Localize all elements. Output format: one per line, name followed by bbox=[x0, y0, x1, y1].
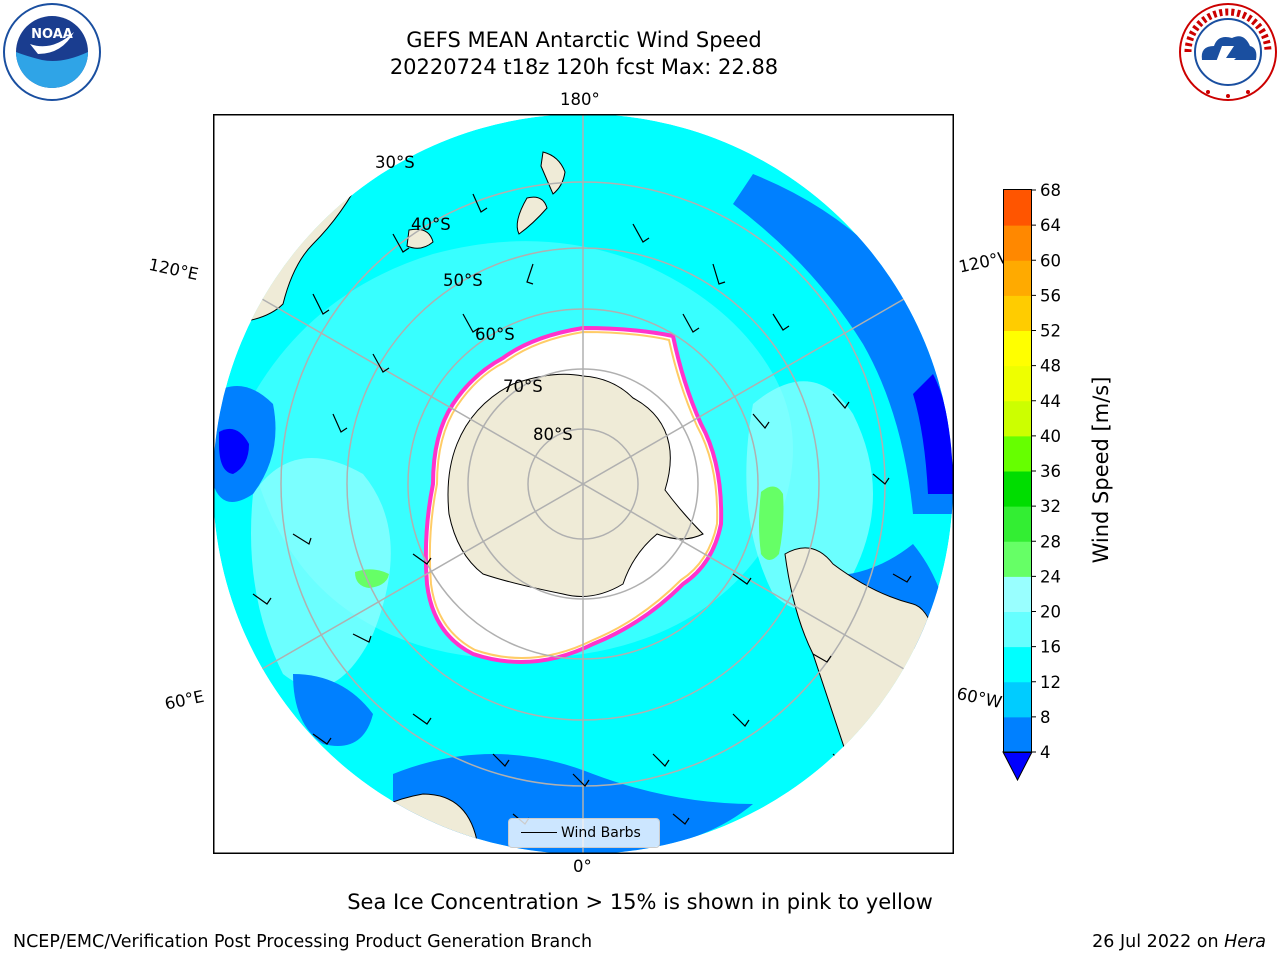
lon-label-top: 180° bbox=[560, 90, 600, 109]
wind-low-patch-ne bbox=[733, 174, 953, 514]
wind-verylow-patch-w bbox=[219, 428, 249, 474]
colorbar-block bbox=[1004, 681, 1031, 718]
colorbar-tick-label: 56 bbox=[1040, 286, 1061, 305]
svg-text:NOAA: NOAA bbox=[31, 27, 73, 42]
colorbar-label: Wind Speed [m/s] bbox=[1089, 377, 1113, 564]
colorbar-block bbox=[1004, 471, 1031, 507]
wind-barbs-legend: Wind Barbs bbox=[508, 818, 660, 848]
colorbar-block bbox=[1004, 330, 1031, 367]
colorbar-tick-label: 24 bbox=[1040, 567, 1061, 586]
longitude-lines bbox=[261, 114, 905, 854]
lat-label-80s: 80°S bbox=[533, 425, 573, 444]
colorbar-tick-label: 52 bbox=[1040, 322, 1061, 341]
lon-label-120e: 120°E bbox=[147, 255, 201, 285]
wind-barbs bbox=[252, 193, 912, 825]
map-title: GEFS MEAN Antarctic Wind Speed bbox=[406, 28, 762, 52]
colorbar-block bbox=[1004, 260, 1031, 296]
producer-credit: NCEP/EMC/Verification Post Processing Pr… bbox=[13, 932, 593, 952]
colorbar-block bbox=[1004, 400, 1031, 437]
colorbar-tick-label: 20 bbox=[1040, 603, 1061, 622]
colorbar-tick-label: 48 bbox=[1040, 357, 1061, 376]
lon-label-bottom: 0° bbox=[573, 857, 592, 876]
colorbar-block bbox=[1004, 190, 1031, 226]
colorbar-tick-label: 4 bbox=[1040, 743, 1051, 762]
colorbar-underflow-triangle bbox=[1002, 751, 1033, 782]
map-panel: 30°S 40°S 50°S 60°S 70°S 80°S bbox=[213, 114, 954, 854]
noaa-logo: NOAA bbox=[3, 3, 101, 101]
colorbar-tick-label: 28 bbox=[1040, 532, 1061, 551]
lat-label-30s: 30°S bbox=[375, 153, 415, 172]
generation-date: 26 Jul 2022 on Hera bbox=[1092, 932, 1266, 952]
colorbar-block bbox=[1004, 506, 1031, 542]
colorbar-tick-label: 8 bbox=[1040, 708, 1051, 727]
sea-ice-caption: Sea Ice Concentration > 15% is shown in … bbox=[347, 890, 933, 914]
colorbar-tick-label: 16 bbox=[1040, 638, 1061, 657]
colorbar-block bbox=[1004, 225, 1031, 261]
colorbar-block bbox=[1004, 611, 1031, 648]
colorbar-block bbox=[1004, 576, 1031, 612]
colorbar-block bbox=[1004, 365, 1031, 402]
legend-label: Wind Barbs bbox=[561, 825, 641, 841]
colorbar-block bbox=[1004, 541, 1031, 577]
sea-ice-margin bbox=[428, 330, 719, 659]
wind-green-patch bbox=[759, 486, 784, 560]
land-new-zealand-south bbox=[516, 196, 548, 235]
lat-label-70s: 70°S bbox=[503, 377, 543, 396]
colorbar-block bbox=[1004, 646, 1031, 683]
lat-label-60s: 60°S bbox=[475, 325, 515, 344]
map-subtitle: 20220724 t18z 120h fcst Max: 22.88 bbox=[389, 55, 779, 79]
colorbar-tick-label: 32 bbox=[1040, 497, 1061, 516]
wind-low-patch-sw bbox=[293, 674, 373, 746]
colorbar-blocks bbox=[1004, 190, 1031, 753]
machine-name: Hera bbox=[1224, 932, 1266, 952]
colorbar-tick-label: 60 bbox=[1040, 251, 1061, 270]
colorbar-tick-label: 44 bbox=[1040, 392, 1061, 411]
colorbar-block bbox=[1004, 435, 1031, 472]
colorbar-tick-label: 36 bbox=[1040, 462, 1061, 481]
wind-verylow-patch-ne bbox=[913, 374, 953, 494]
nws-logo bbox=[1179, 3, 1277, 101]
colorbar-tick-label: 40 bbox=[1040, 427, 1061, 446]
lon-label-60e: 60°E bbox=[163, 686, 206, 714]
colorbar-tick-label: 68 bbox=[1040, 181, 1061, 200]
wind-band-light-west bbox=[251, 458, 391, 688]
lat-label-40s: 40°S bbox=[411, 215, 451, 234]
colorbar-block bbox=[1004, 295, 1031, 331]
colorbar-tick-label: 12 bbox=[1040, 673, 1061, 692]
colorbar-tick-label: 64 bbox=[1040, 216, 1061, 235]
colorbar-block bbox=[1004, 716, 1031, 753]
lat-label-50s: 50°S bbox=[443, 271, 483, 290]
land-antarctica bbox=[447, 373, 704, 597]
date-text: 26 Jul 2022 on bbox=[1092, 932, 1225, 952]
wind-green-patch-small bbox=[355, 569, 389, 588]
legend-line-icon bbox=[521, 832, 557, 833]
wind-low-patch-s bbox=[393, 754, 753, 854]
